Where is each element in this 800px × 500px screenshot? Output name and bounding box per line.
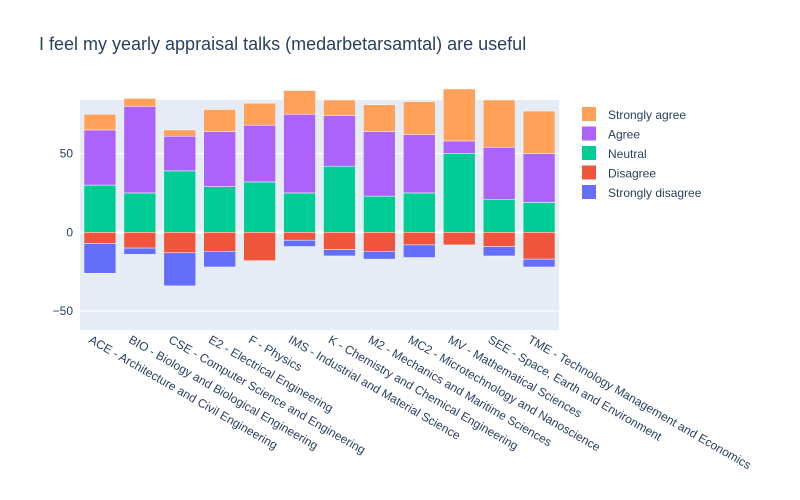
legend-swatch[interactable] xyxy=(582,185,596,199)
bar-strongly-agree xyxy=(243,102,276,126)
plot-background xyxy=(80,100,559,330)
bar-strongly-agree xyxy=(123,98,157,107)
legend-swatch[interactable] xyxy=(582,107,596,121)
bar-neutral xyxy=(203,186,236,233)
bar-agree xyxy=(522,153,556,203)
bar-neutral xyxy=(83,184,117,233)
bar-strongly-agree xyxy=(522,110,556,154)
bar-strongly-disagree xyxy=(482,246,516,257)
bar-agree xyxy=(243,124,276,183)
bar-strongly-agree xyxy=(323,99,356,117)
legend-swatch[interactable] xyxy=(582,165,596,180)
bar-agree xyxy=(482,147,516,200)
bar-strongly-disagree xyxy=(323,249,356,257)
bar-agree xyxy=(203,131,236,187)
bar-disagree xyxy=(283,232,316,241)
bar-strongly-agree xyxy=(163,129,197,137)
bar-agree xyxy=(403,134,436,194)
bar-disagree xyxy=(203,232,236,252)
bar-disagree xyxy=(363,232,396,252)
bar-strongly-agree xyxy=(403,101,436,135)
bar-strongly-agree xyxy=(482,99,516,148)
chart-title: I feel my yearly appraisal talks (medarb… xyxy=(39,34,527,54)
bar-disagree xyxy=(482,232,516,247)
bar-strongly-disagree xyxy=(403,244,436,258)
bar-agree xyxy=(442,140,476,154)
bar-strongly-disagree xyxy=(203,250,236,268)
bar-disagree xyxy=(442,232,476,246)
legend-label[interactable]: Strongly disagree xyxy=(608,186,702,200)
bar-strongly-agree xyxy=(83,113,117,131)
bar-strongly-disagree xyxy=(522,258,556,268)
bar-strongly-disagree xyxy=(83,243,117,274)
bar-strongly-agree xyxy=(363,104,396,132)
legend-label[interactable]: Disagree xyxy=(608,167,656,181)
legend-swatch[interactable] xyxy=(582,126,596,141)
bar-agree xyxy=(123,106,157,194)
bar-neutral xyxy=(442,153,476,233)
legend-label[interactable]: Agree xyxy=(608,128,640,142)
bar-neutral xyxy=(363,195,396,233)
y-tick-label: 0 xyxy=(66,225,73,239)
bar-strongly-disagree xyxy=(163,252,197,287)
bar-disagree xyxy=(163,232,197,254)
legend-swatch[interactable] xyxy=(582,146,596,160)
bar-agree xyxy=(83,129,117,186)
bar-strongly-disagree xyxy=(363,250,396,260)
bar-neutral xyxy=(522,202,556,233)
bar-agree xyxy=(163,135,197,172)
bar-strongly-agree xyxy=(203,109,236,132)
bar-strongly-agree xyxy=(442,88,476,142)
bar-strongly-agree xyxy=(283,90,316,115)
bar-neutral xyxy=(163,170,197,233)
bar-agree xyxy=(323,115,356,167)
bar-disagree xyxy=(83,232,117,244)
bar-neutral xyxy=(482,198,516,233)
bar-disagree xyxy=(243,232,276,261)
bar-strongly-disagree xyxy=(283,239,316,247)
bar-disagree xyxy=(403,232,436,246)
bar-neutral xyxy=(283,192,316,233)
y-tick-label: −50 xyxy=(53,304,74,318)
bar-strongly-disagree xyxy=(123,247,157,255)
bar-neutral xyxy=(123,192,157,233)
bar-agree xyxy=(363,131,396,197)
bar-disagree xyxy=(123,232,157,249)
bar-neutral xyxy=(403,192,436,233)
bar-neutral xyxy=(323,165,356,233)
legend-label[interactable]: Neutral xyxy=(608,147,647,161)
legend-label[interactable]: Strongly agree xyxy=(608,108,686,122)
y-tick-label: 50 xyxy=(60,147,74,161)
bar-disagree xyxy=(522,232,556,260)
bar-agree xyxy=(283,113,316,194)
bar-disagree xyxy=(323,232,356,250)
bar-neutral xyxy=(243,181,276,233)
